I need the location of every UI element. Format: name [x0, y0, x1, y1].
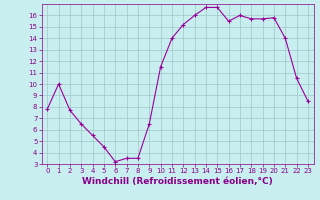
X-axis label: Windchill (Refroidissement éolien,°C): Windchill (Refroidissement éolien,°C) [82, 177, 273, 186]
